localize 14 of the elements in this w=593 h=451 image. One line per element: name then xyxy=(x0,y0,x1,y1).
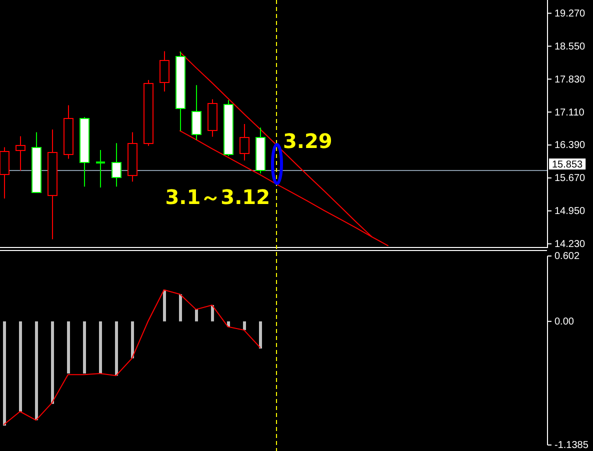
y-tick-label: 15.670 xyxy=(554,173,586,184)
y-tick-label: 0.602 xyxy=(554,251,580,262)
y-tick-label: 0.00 xyxy=(554,316,574,328)
y-tick-label: 14.950 xyxy=(554,206,586,218)
y-tick-label: 16.390 xyxy=(554,140,586,152)
y-tick-label: -1.1385 xyxy=(554,440,589,451)
annotation: 3.29 xyxy=(283,129,332,153)
annotation: 3.1～3.12 xyxy=(165,185,270,209)
y-tick-label: 19.270 xyxy=(554,8,586,20)
y-tick-label: 14.230 xyxy=(554,239,586,250)
y-tick-label: 18.550 xyxy=(554,41,586,52)
y-tick-label: 17.110 xyxy=(554,107,585,118)
y-tick-label: 17.830 xyxy=(554,74,586,86)
ref-line-label: 15.853 xyxy=(552,160,584,170)
